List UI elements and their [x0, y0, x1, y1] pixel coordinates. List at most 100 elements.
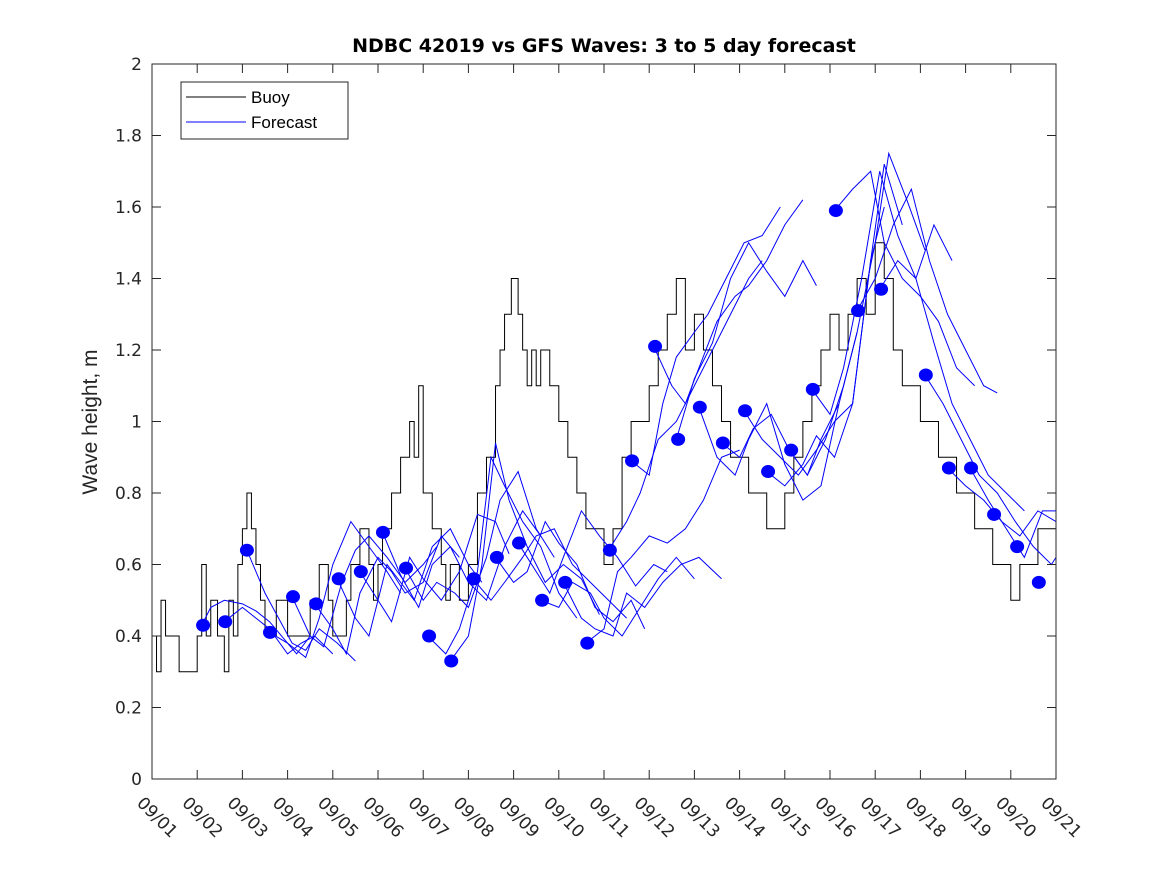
- forecast-point: [851, 304, 866, 318]
- forecast-point: [828, 204, 843, 218]
- forecast-line: [246, 550, 356, 662]
- y-tick-label: 1.4: [115, 270, 142, 290]
- forecast-line: [856, 187, 998, 394]
- forecast-line: [653, 199, 804, 405]
- x-tick-label: 09/02: [178, 793, 227, 842]
- forecast-point: [761, 465, 776, 479]
- x-tick-label: 09/10: [539, 793, 588, 842]
- x-tick-label: 09/21: [1036, 793, 1085, 842]
- forecast-point: [309, 597, 324, 611]
- y-axis: 0 0.2 0.4 0.6 0.8 1 1.2 1.4 1.6 1.8 2: [115, 55, 1056, 790]
- forecast-line: [201, 599, 311, 655]
- x-tick-label: 09/18: [901, 793, 950, 842]
- legend-forecast-label: Forecast: [251, 113, 317, 132]
- forecast-line: [291, 535, 438, 648]
- forecast-point: [218, 615, 233, 629]
- forecast-line: [947, 467, 1056, 537]
- forecast-line: [269, 520, 402, 659]
- forecast-point: [1010, 540, 1025, 554]
- forecast-line: [472, 528, 627, 619]
- legend: Buoy Forecast: [180, 81, 349, 140]
- x-tick-label: 09/03: [223, 793, 272, 842]
- forecast-point: [941, 461, 956, 475]
- forecast-point: [648, 339, 663, 353]
- y-tick-label: 0.2: [115, 699, 142, 719]
- forecast-point: [512, 536, 527, 550]
- forecast-line: [449, 442, 600, 662]
- y-axis-label: Wave height, m: [79, 349, 102, 494]
- forecast-line: [675, 241, 817, 440]
- y-tick-label: 1.6: [115, 198, 142, 218]
- forecast-point: [918, 368, 933, 382]
- forecast-point: [196, 618, 211, 632]
- x-tick-label: 09/20: [991, 793, 1040, 842]
- x-tick-label: 09/14: [720, 793, 769, 842]
- buoy-series: [152, 242, 1056, 673]
- forecast-line: [517, 509, 668, 595]
- forecast-line: [562, 556, 722, 637]
- forecast-line: [743, 206, 885, 476]
- plot-area: [152, 151, 1056, 673]
- forecast-line: [224, 606, 334, 655]
- forecast-point: [535, 593, 550, 607]
- forecast-point: [444, 654, 459, 668]
- forecast-point: [331, 572, 346, 586]
- forecast-line: [788, 151, 926, 477]
- legend-buoy-label: Buoy: [251, 88, 290, 107]
- forecast-point: [580, 636, 595, 650]
- forecast-line: [834, 170, 975, 387]
- y-tick-label: 0: [131, 770, 142, 790]
- forecast-point: [692, 400, 707, 414]
- forecast-point: [489, 550, 504, 564]
- forecast-point: [286, 590, 301, 604]
- forecast-line: [924, 374, 1056, 566]
- forecast-series: [201, 151, 1056, 662]
- forecast-point: [805, 382, 820, 396]
- buoy-line: [152, 242, 1056, 673]
- forecast-point: [602, 543, 617, 557]
- forecast-line: [359, 513, 510, 623]
- forecast-point: [399, 561, 414, 575]
- forecast-point: [466, 572, 481, 586]
- x-tick-label: 09/07: [404, 793, 453, 842]
- x-tick-label: 09/11: [584, 793, 633, 842]
- forecast-point: [262, 625, 277, 639]
- y-tick-label: 0.6: [115, 556, 142, 576]
- y-tick-label: 0.8: [115, 484, 142, 504]
- forecast-line: [879, 259, 1025, 512]
- forecast-point: [784, 443, 799, 457]
- x-tick-label: 09/04: [268, 793, 317, 842]
- forecast-line: [811, 171, 953, 416]
- y-tick-label: 2: [131, 55, 142, 75]
- forecast-line: [630, 206, 781, 477]
- x-tick-label: 09/17: [856, 793, 905, 842]
- y-tick-label: 0.4: [115, 627, 142, 647]
- forecast-point: [874, 282, 889, 296]
- forecast-point: [422, 629, 437, 643]
- x-tick-label: 09/13: [675, 793, 724, 842]
- forecast-point: [671, 432, 686, 446]
- x-tick-label: 09/06: [358, 793, 407, 842]
- forecast-point: [715, 436, 730, 450]
- x-tick-label: 09/09: [494, 793, 543, 842]
- forecast-point: [738, 404, 753, 418]
- x-tick-label: 09/19: [946, 793, 995, 842]
- forecast-line: [382, 509, 542, 609]
- forecast-line: [314, 534, 460, 656]
- chart-title: NDBC 42019 vs GFS Waves: 3 to 5 day fore…: [352, 35, 856, 57]
- y-tick-label: 1.8: [115, 127, 142, 147]
- forecast-line: [495, 520, 646, 630]
- x-tick-label: 09/01: [132, 793, 181, 842]
- y-tick-label: 1.2: [115, 341, 142, 361]
- forecast-point: [375, 525, 390, 539]
- x-axis: 09/0109/0209/0309/0409/0509/0609/0709/08…: [132, 64, 1085, 842]
- forecast-point: [625, 454, 640, 468]
- forecast-point: [1031, 575, 1046, 589]
- x-tick-label: 09/15: [765, 793, 814, 842]
- x-tick-label: 09/12: [630, 793, 679, 842]
- forecast-point: [353, 565, 368, 579]
- forecast-line: [540, 556, 695, 637]
- forecast-line: [698, 402, 840, 501]
- forecast-line: [585, 449, 740, 644]
